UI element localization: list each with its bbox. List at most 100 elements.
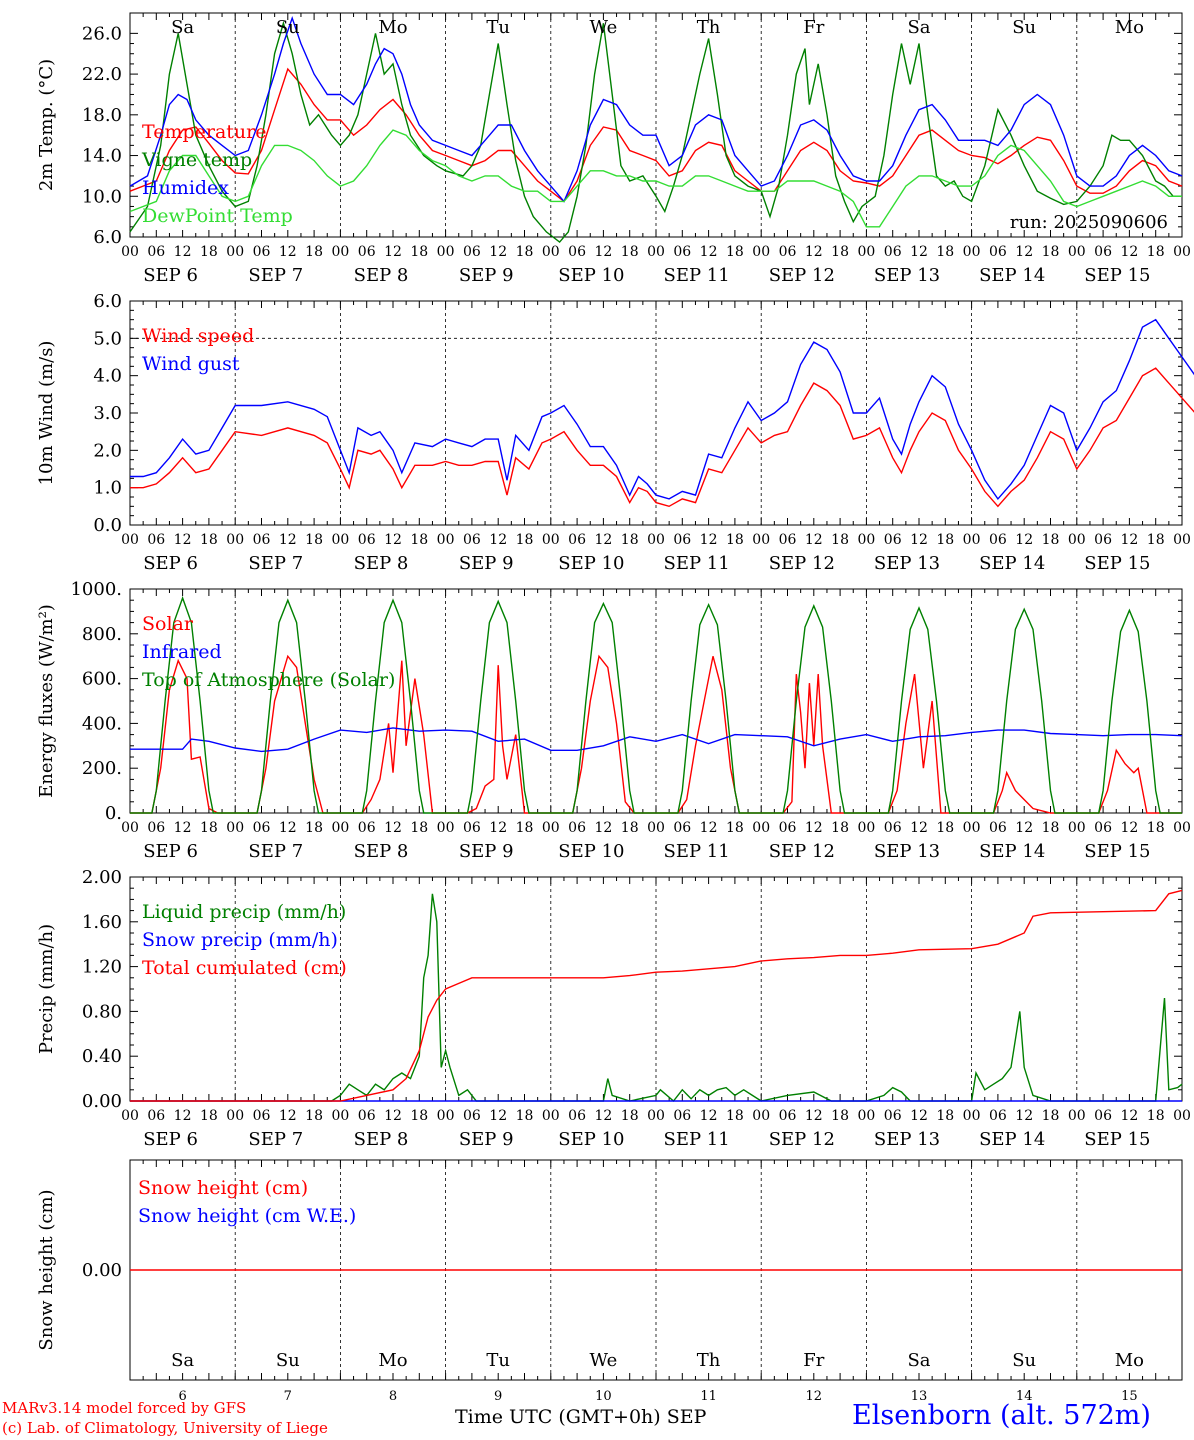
hour-tick-label: 00	[121, 532, 139, 548]
y-tick-label: 600.	[82, 669, 122, 690]
day-of-week-label: Mo	[1115, 1350, 1144, 1371]
date-label: SEP 8	[354, 265, 409, 286]
legend-entry: Wind gust	[142, 353, 240, 375]
y-tick-label: 3.0	[93, 403, 122, 424]
date-label: SEP 13	[874, 1129, 940, 1150]
hour-tick-label: 00	[963, 244, 981, 260]
date-label: SEP 14	[979, 841, 1045, 862]
legend-entry: Snow height (cm W.E.)	[138, 1205, 356, 1227]
hour-tick-label: 18	[831, 532, 849, 548]
day-of-week-label: Tu	[486, 1350, 510, 1371]
hour-tick-label: 00	[1068, 532, 1086, 548]
hour-tick-label: 06	[147, 244, 165, 260]
hour-tick-label: 00	[226, 244, 244, 260]
y-axis-label: Snow height (cm)	[36, 1189, 57, 1350]
hour-tick-label: 00	[647, 1108, 665, 1124]
y-tick-label: 2.0	[93, 440, 122, 461]
hour-tick-label: 06	[1094, 532, 1112, 548]
panel-4: 0.00 0.40 0.80 1.20 1.60 2.00 Precip (mm/h) Liq…	[36, 867, 1191, 1150]
hour-tick-label: 12	[1120, 532, 1138, 548]
model-credit: MARv3.14 model forced by GFS	[2, 1399, 247, 1417]
hour-tick-label: 18	[1147, 1108, 1165, 1124]
hour-tick-label: 06	[463, 532, 481, 548]
hour-tick-label: 06	[358, 244, 376, 260]
hour-tick-label: 00	[752, 244, 770, 260]
hour-tick-label: 12	[1120, 244, 1138, 260]
hour-tick-label: 06	[147, 1108, 165, 1124]
hour-tick-label: 18	[516, 244, 534, 260]
hour-tick-label: 12	[700, 244, 718, 260]
day-of-week-label: Mo	[378, 17, 407, 38]
hour-tick-label: 00	[1173, 1108, 1191, 1124]
legend-entry: Snow precip (mm/h)	[142, 929, 338, 951]
hour-tick-label: 00	[226, 820, 244, 836]
hour-tick-label: 00	[437, 1108, 455, 1124]
y-axis-label: Energy fluxes (W/m²)	[36, 604, 57, 798]
y-axis-label: 10m Wind (m/s)	[36, 341, 57, 486]
y-tick-label: 1.0	[93, 478, 122, 499]
hour-tick-label: 00	[1068, 244, 1086, 260]
hour-tick-label: 18	[305, 244, 323, 260]
day-of-week-label: Mo	[1115, 17, 1144, 38]
hour-tick-label: 00	[331, 1108, 349, 1124]
hour-tick-label: 18	[1042, 532, 1060, 548]
hour-tick-label: 00	[226, 532, 244, 548]
legend-entry: Vigne temp	[141, 149, 252, 171]
hour-tick-label: 00	[437, 820, 455, 836]
hour-tick-label: 18	[726, 1108, 744, 1124]
hour-tick-label: 12	[384, 532, 402, 548]
day-of-week-label: Su	[1012, 1350, 1036, 1371]
hour-tick-label: 06	[989, 532, 1007, 548]
hour-tick-label: 18	[1147, 532, 1165, 548]
day-of-week-label: Mo	[378, 1350, 407, 1371]
hour-tick-label: 12	[805, 532, 823, 548]
hour-tick-label: 06	[779, 532, 797, 548]
hour-tick-label: 18	[410, 820, 428, 836]
y-tick-label: 800.	[82, 624, 122, 645]
hour-tick-label: 06	[989, 820, 1007, 836]
day-of-week-label: Su	[276, 17, 300, 38]
hour-tick-label: 00	[1173, 532, 1191, 548]
hour-tick-label: 00	[857, 1108, 875, 1124]
lab-credit: (c) Lab. of Climatology, University of L…	[2, 1419, 328, 1437]
hour-tick-label: 12	[174, 1108, 192, 1124]
hour-tick-label: 12	[1015, 244, 1033, 260]
hour-tick-label: 06	[673, 532, 691, 548]
station-name: Elsenborn (alt. 572m)	[852, 1400, 1151, 1431]
hour-tick-label: 18	[726, 244, 744, 260]
hour-tick-label: 00	[1173, 244, 1191, 260]
hour-tick-label: 12	[910, 244, 928, 260]
legend-entry: Wind speed	[142, 325, 254, 347]
date-label: SEP 9	[459, 265, 514, 286]
y-tick-label: 1.20	[82, 957, 122, 978]
hour-tick-label: 12	[1015, 820, 1033, 836]
date-label: SEP 14	[979, 265, 1045, 286]
hour-tick-label: 12	[594, 1108, 612, 1124]
hour-tick-label: 00	[963, 1108, 981, 1124]
y-tick-label: 5.0	[93, 328, 122, 349]
day-number-label: 11	[700, 1389, 717, 1404]
series-humidex	[129, 15, 1183, 203]
day-number-label: 12	[806, 1389, 823, 1404]
hour-tick-label: 06	[779, 820, 797, 836]
hour-tick-label: 12	[174, 244, 192, 260]
hour-tick-label: 06	[253, 532, 271, 548]
date-label: SEP 10	[558, 841, 624, 862]
hour-tick-label: 12	[279, 244, 297, 260]
hour-tick-label: 00	[331, 532, 349, 548]
hour-tick-label: 06	[568, 820, 586, 836]
day-number-label: 8	[389, 1389, 397, 1404]
date-label: SEP 14	[979, 553, 1045, 574]
hour-tick-label: 00	[857, 532, 875, 548]
hour-tick-label: 18	[516, 532, 534, 548]
hour-tick-label: 12	[174, 820, 192, 836]
hour-tick-label: 06	[1094, 1108, 1112, 1124]
hour-tick-label: 18	[305, 1108, 323, 1124]
hour-tick-label: 12	[489, 532, 507, 548]
hour-tick-label: 06	[568, 1108, 586, 1124]
hour-tick-label: 18	[936, 1108, 954, 1124]
hour-tick-label: 18	[200, 820, 218, 836]
date-label: SEP 15	[1084, 265, 1150, 286]
hour-tick-label: 12	[1015, 1108, 1033, 1124]
y-tick-label: 400.	[82, 713, 122, 734]
